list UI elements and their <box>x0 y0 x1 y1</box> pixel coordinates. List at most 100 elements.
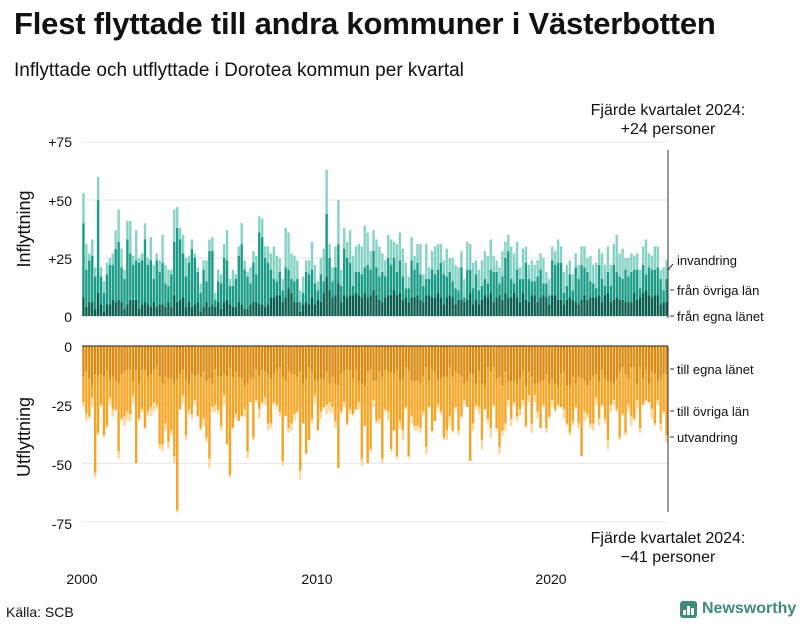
newsworthy-logo-icon <box>680 600 697 618</box>
brand-name: Newsworthy <box>702 600 797 617</box>
bar-in-ovriga <box>351 285 355 296</box>
x-axis-ticks: 2000 2010 2020 <box>66 571 566 587</box>
bar-in-ovriga <box>120 267 123 303</box>
bar-in-egna <box>416 295 419 316</box>
bar-out-egna <box>492 346 495 368</box>
bar-out-ovriga <box>545 374 548 429</box>
bar-out-ovriga <box>474 383 478 405</box>
bar-in-invandring <box>190 239 194 249</box>
bar-in-ovriga <box>524 262 528 300</box>
bar-in-ovriga <box>114 248 117 303</box>
bar-out-utvandring <box>205 437 208 443</box>
bar-in-egna <box>263 306 267 316</box>
bar-in-ovriga <box>647 267 651 296</box>
bar-in-invandring <box>571 274 574 291</box>
bar-out-utvandring <box>606 439 610 450</box>
bar-in-egna <box>565 299 569 316</box>
bar-out-utvandring <box>357 402 361 410</box>
bar-out-egna <box>287 346 290 372</box>
bar-in-ovriga <box>474 274 478 300</box>
bar-in-ovriga <box>471 288 475 305</box>
bar-in-invandring <box>234 274 238 279</box>
bar-out-ovriga <box>495 378 498 429</box>
bar-in-invandring <box>524 246 528 263</box>
bar-in-ovriga <box>152 278 155 303</box>
bar-out-ovriga <box>316 381 320 431</box>
bar-in-invandring <box>255 255 258 275</box>
bar-out-ovriga <box>430 369 434 431</box>
bar-out-egna <box>647 346 651 384</box>
bar-out-ovriga <box>568 385 572 433</box>
bar-in-invandring <box>237 246 240 256</box>
bar-in-egna <box>518 302 522 316</box>
bar-out-utvandring <box>603 418 607 424</box>
bar-in-invandring <box>612 244 615 265</box>
bar-out-utvandring <box>600 404 604 408</box>
bar-in-ovriga <box>255 274 258 303</box>
bar-out-ovriga <box>398 381 402 422</box>
bar-out-egna <box>650 346 654 372</box>
bar-in-egna <box>316 299 320 316</box>
bar-in-ovriga <box>337 244 340 284</box>
bar-out-ovriga <box>457 374 460 431</box>
bar-in-egna <box>530 295 533 316</box>
bar-in-invandring <box>158 260 161 272</box>
bar-out-egna <box>480 346 484 384</box>
bar-out-egna <box>615 346 618 379</box>
bar-in-invandring <box>662 267 665 291</box>
bar-in-ovriga <box>395 271 399 296</box>
legend-till-egna-lanet: till egna länet <box>677 362 754 377</box>
bar-out-egna <box>556 346 560 386</box>
bar-in-ovriga <box>85 269 88 307</box>
bar-out-utvandring <box>586 414 589 419</box>
bar-out-utvandring <box>299 470 302 480</box>
bar-in-ovriga <box>345 258 349 298</box>
source-note: Källa: SCB <box>6 604 74 620</box>
bar-in-egna <box>653 295 657 316</box>
bar-in-ovriga <box>653 269 657 296</box>
bar-in-invandring <box>176 206 179 228</box>
bar-out-ovriga <box>348 369 352 410</box>
bar-out-utvandring <box>568 432 572 436</box>
bar-in-ovriga <box>665 278 668 303</box>
bar-out-egna <box>407 346 410 372</box>
bar-out-utvandring <box>501 430 504 436</box>
bar-out-egna <box>609 346 613 382</box>
bar-out-ovriga <box>184 378 188 436</box>
bar-out-egna <box>430 346 434 370</box>
bar-in-ovriga <box>325 213 328 277</box>
bar-out-egna <box>627 346 630 379</box>
bar-in-invandring <box>287 232 290 270</box>
bar-out-utvandring <box>88 416 91 419</box>
bar-out-egna <box>580 346 583 379</box>
bar-out-ovriga <box>527 371 531 396</box>
bar-in-egna <box>208 306 211 316</box>
bar-in-invandring <box>583 246 586 268</box>
bar-in-egna <box>533 295 536 316</box>
bar-out-ovriga <box>650 371 654 410</box>
bar-in-ovriga <box>243 269 246 310</box>
bar-out-utvandring <box>659 423 662 431</box>
bar-out-ovriga <box>401 378 405 431</box>
bar-out-egna <box>404 346 407 368</box>
bar-out-utvandring <box>416 425 419 431</box>
bar-out-utvandring <box>319 411 322 419</box>
bar-in-ovriga <box>181 253 185 298</box>
bar-out-utvandring <box>612 399 615 405</box>
bar-out-ovriga <box>82 376 85 403</box>
bar-in-ovriga <box>117 241 120 300</box>
bar-in-invandring <box>633 255 636 270</box>
bar-out-utvandring <box>310 418 314 424</box>
bar-in-egna <box>556 299 560 316</box>
bar-in-egna <box>351 295 355 316</box>
bar-out-utvandring <box>486 418 489 424</box>
bar-out-egna <box>105 346 109 370</box>
bar-in-egna <box>91 302 94 316</box>
bar-out-utvandring <box>430 430 434 433</box>
bar-out-egna <box>389 346 393 372</box>
bar-in-invandring <box>322 248 325 282</box>
bar-out-egna <box>126 346 129 370</box>
bar-out-egna <box>275 346 279 370</box>
bar-out-egna <box>612 346 615 384</box>
bar-in-ovriga <box>492 271 495 303</box>
